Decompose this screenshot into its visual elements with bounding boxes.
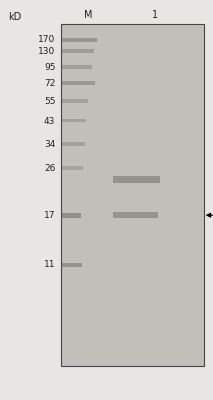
Text: 26: 26 xyxy=(44,164,55,173)
Text: 1: 1 xyxy=(153,10,158,20)
Text: 95: 95 xyxy=(44,63,55,72)
Text: 130: 130 xyxy=(38,47,55,56)
Text: 34: 34 xyxy=(44,140,55,149)
Text: kD: kD xyxy=(8,12,22,22)
Text: 17: 17 xyxy=(44,211,55,220)
Text: 170: 170 xyxy=(38,36,55,44)
Bar xyxy=(113,176,160,183)
Bar xyxy=(61,65,92,69)
Text: M: M xyxy=(84,10,93,20)
Bar xyxy=(61,81,95,85)
Bar xyxy=(61,38,97,42)
Bar xyxy=(113,212,158,218)
Bar xyxy=(61,213,81,218)
Text: 43: 43 xyxy=(44,117,55,126)
Bar xyxy=(61,49,94,52)
Bar xyxy=(61,24,204,366)
Text: 11: 11 xyxy=(44,260,55,269)
Bar xyxy=(61,118,86,122)
Bar xyxy=(61,142,85,146)
Text: 72: 72 xyxy=(44,79,55,88)
Bar xyxy=(61,166,83,170)
Text: 55: 55 xyxy=(44,97,55,106)
Bar xyxy=(61,263,82,267)
Bar xyxy=(61,99,88,102)
